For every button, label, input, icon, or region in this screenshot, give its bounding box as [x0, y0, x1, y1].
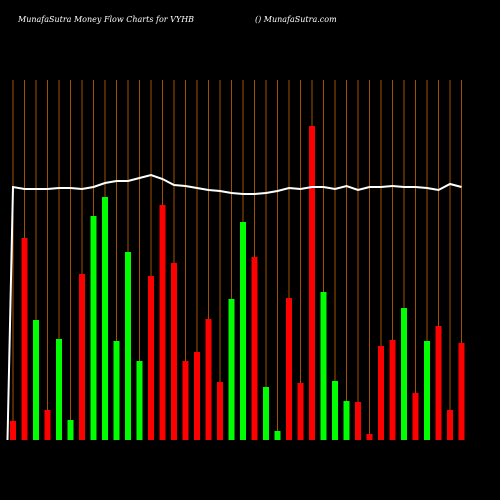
bar: [10, 421, 16, 440]
bar: [33, 320, 39, 440]
bar: [412, 393, 419, 440]
bar: [194, 352, 200, 440]
bar: [113, 341, 120, 440]
bar: [401, 308, 407, 440]
bar: [320, 292, 327, 440]
bar: [251, 257, 258, 440]
bar: [366, 434, 373, 440]
bar: [343, 401, 350, 440]
bar: [182, 361, 189, 440]
bar: [217, 382, 223, 440]
bar: [228, 299, 235, 440]
bar: [263, 387, 269, 440]
bar: [424, 341, 430, 440]
bar: [447, 410, 453, 440]
bar: [435, 326, 442, 440]
chart-subtitle: () MunafaSutra.com: [255, 15, 337, 24]
bar: [171, 263, 177, 440]
bar: [286, 298, 292, 440]
flow-line: [6, 173, 462, 441]
bar: [389, 340, 396, 440]
bar: [90, 216, 97, 440]
bar: [56, 339, 62, 440]
bar: [67, 420, 74, 440]
bar: [136, 361, 143, 440]
bar: [332, 381, 338, 440]
bar: [205, 319, 212, 440]
bar: [21, 238, 28, 440]
bar: [125, 252, 131, 440]
bar: [355, 402, 361, 440]
bar: [79, 274, 85, 440]
bar: [44, 410, 51, 440]
chart-title: MunafaSutra Money Flow Charts for VYHB: [17, 15, 194, 24]
bar: [148, 276, 154, 440]
bar: [297, 383, 304, 440]
bar: [240, 222, 246, 440]
bar: [378, 346, 384, 440]
bar: [102, 197, 108, 440]
bar: [309, 126, 315, 440]
bar: [159, 205, 166, 440]
bar: [458, 343, 465, 440]
bar: [274, 431, 281, 440]
